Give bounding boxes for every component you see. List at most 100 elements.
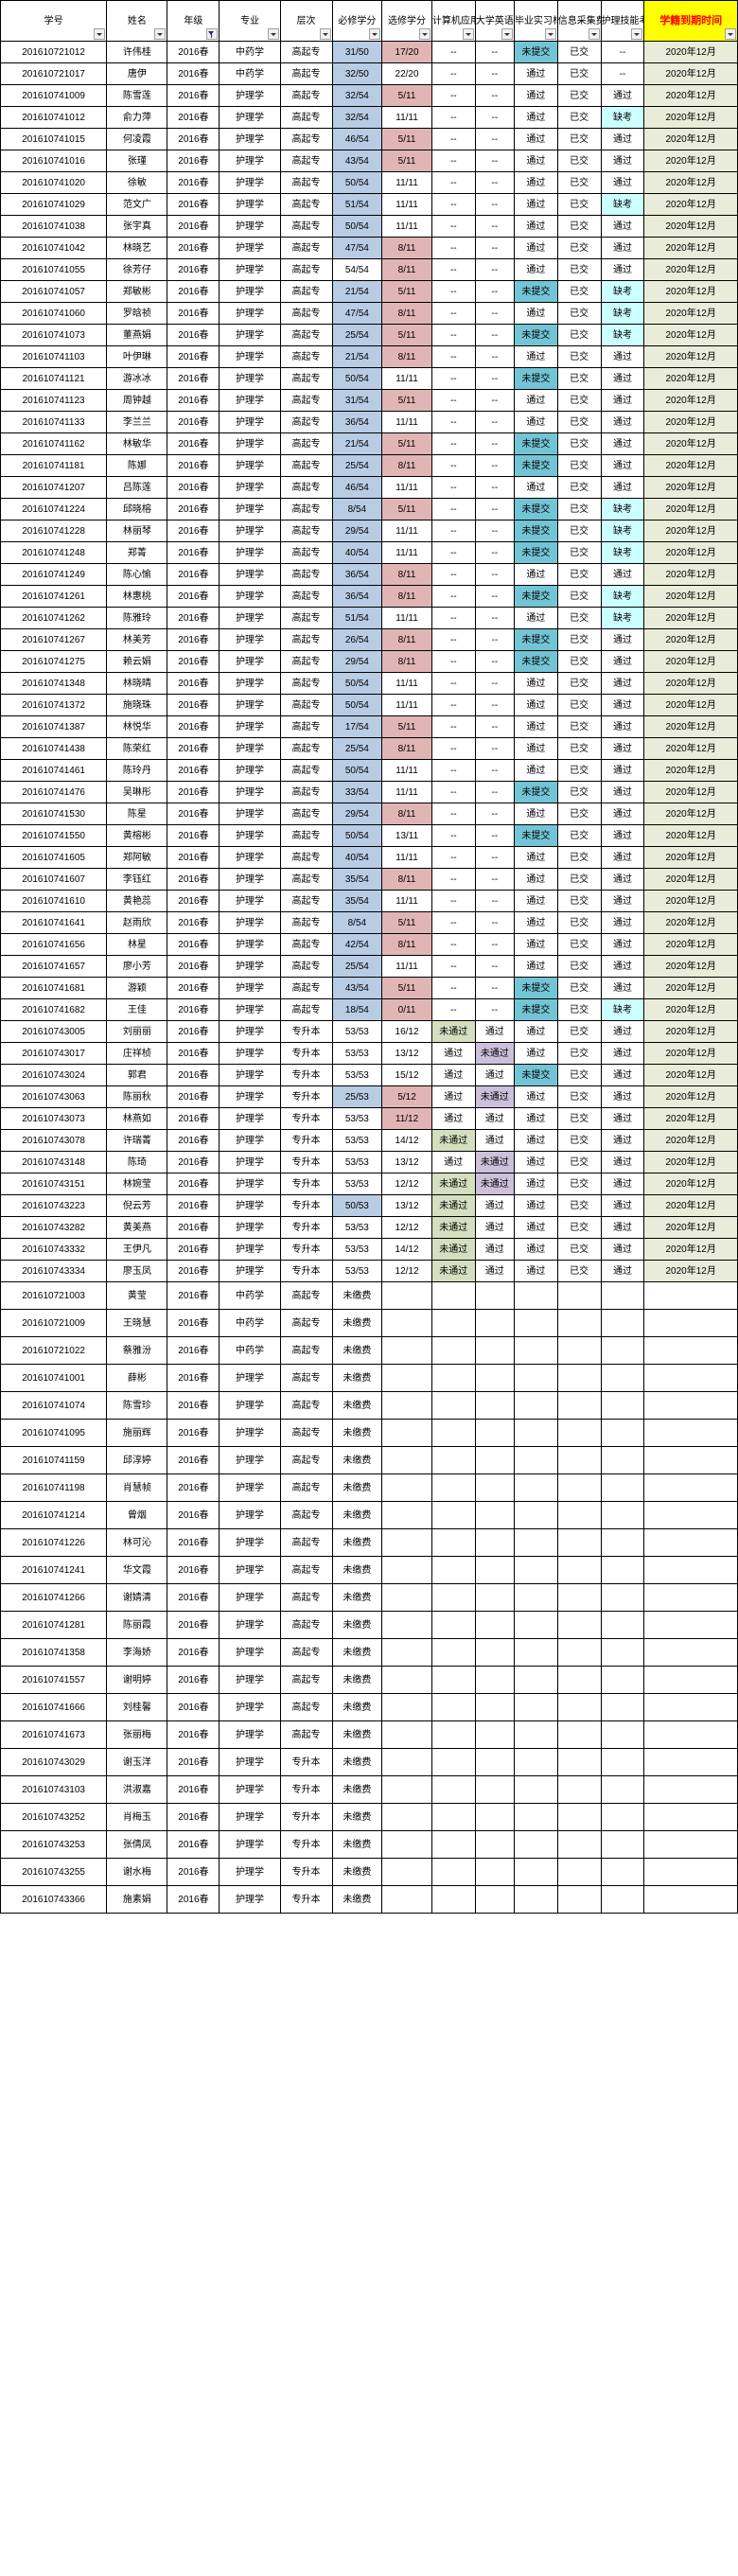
cell-major[interactable]: 护理学 [219,803,281,825]
cell-empty[interactable] [513,1583,558,1612]
cell-sid[interactable]: 201610741605 [0,846,108,869]
cell-expiry[interactable]: 2020年12月 [643,1085,738,1108]
cell-infofee[interactable]: 已交 [556,171,602,194]
cell-grade[interactable]: 2016春 [167,1194,220,1217]
cell-empty[interactable] [381,1556,432,1584]
cell-major[interactable]: 护理学 [219,1583,281,1612]
cell-infofee[interactable]: 已交 [556,628,602,651]
cell-expiry[interactable]: 2020年12月 [643,955,738,978]
cell-empty[interactable] [381,1309,432,1337]
cell-grade[interactable]: 2016春 [167,1583,220,1612]
cell-empty[interactable] [513,1830,558,1859]
cell-empty[interactable] [430,1391,476,1420]
cell-infofee[interactable]: 已交 [556,280,602,303]
table-row[interactable]: 201610741248 郑菁 2016春 护理学 高起专 40/54 11/11 -- -- 未… [0,541,738,564]
cell-level[interactable]: 高起专 [279,367,333,390]
cell-empty[interactable] [474,1281,515,1310]
cell-intern[interactable]: 未提交 [513,824,558,847]
cell-expiry[interactable]: 2020年12月 [643,890,738,912]
cell-required[interactable]: 36/54 [331,411,383,433]
cell-skill[interactable]: 通过 [600,1173,645,1195]
table-row[interactable]: 201610743282 黄美燕 2016春 护理学 专升本 53/53 12/12 未通过通… [0,1216,738,1239]
cell-grade[interactable]: 2016春 [167,1693,220,1721]
table-row-unpaid[interactable]: 201610741557 谢明婷 2016春 护理学 高起专 未缴费 [0,1666,738,1694]
cell-empty[interactable] [556,1583,602,1612]
table-row-unpaid[interactable]: 201610721009 王晓慧 2016春 中药学 高起专 未缴费 [0,1309,738,1337]
table-row[interactable]: 201610743024 郭君 2016春 护理学 专升本 53/53 15/12 通过 通过未… [0,1064,738,1086]
cell-english[interactable]: -- [474,650,515,673]
cell-computer[interactable]: -- [430,62,476,85]
cell-skill[interactable]: 通过 [600,237,645,259]
cell-infofee[interactable]: 已交 [556,650,602,673]
cell-level[interactable]: 专升本 [279,1260,333,1282]
cell-level[interactable]: 高起专 [279,345,333,368]
cell-computer[interactable]: -- [430,868,476,891]
cell-computer[interactable]: -- [430,454,476,477]
cell-intern[interactable]: 未提交 [513,324,558,346]
cell-name[interactable]: 邱淳婷 [106,1446,168,1474]
cell-required[interactable]: 31/54 [331,389,383,412]
cell-elective[interactable]: 13/12 [381,1042,432,1065]
cell-sid[interactable]: 201610741610 [0,890,108,912]
cell-english[interactable]: 通过 [474,1064,515,1086]
cell-grade[interactable]: 2016春 [167,694,220,716]
cell-empty[interactable] [643,1858,738,1886]
cell-computer[interactable]: -- [430,345,476,368]
cell-level[interactable]: 高起专 [279,476,333,499]
cell-required[interactable]: 54/54 [331,258,383,281]
cell-english[interactable]: -- [474,215,515,238]
cell-grade[interactable]: 2016春 [167,237,220,259]
cell-intern[interactable]: 通过 [513,150,558,172]
cell-computer[interactable]: -- [430,998,476,1021]
cell-expiry[interactable]: 2020年12月 [643,715,738,738]
cell-empty[interactable] [430,1419,476,1447]
cell-intern[interactable]: 通过 [513,933,558,956]
table-row-unpaid[interactable]: 201610741281 陈丽霞 2016春 护理学 高起专 未缴费 [0,1611,738,1639]
table-row[interactable]: 201610741476 吴琳彤 2016春 护理学 高起专 33/54 11/11 -- --… [0,781,738,803]
cell-empty[interactable] [600,1446,645,1474]
cell-empty[interactable] [643,1556,738,1584]
cell-empty[interactable] [430,1446,476,1474]
cell-sid[interactable]: 201610743103 [0,1775,108,1804]
cell-empty[interactable] [430,1720,476,1749]
cell-major[interactable]: 护理学 [219,911,281,934]
cell-elective[interactable]: 5/11 [381,324,432,346]
cell-level[interactable]: 高起专 [279,868,333,891]
cell-sid[interactable]: 201610743029 [0,1748,108,1776]
cell-status[interactable]: 未缴费 [331,1693,383,1721]
cell-name[interactable]: 郑菁 [106,541,168,564]
cell-english[interactable]: 通过 [474,1216,515,1239]
cell-elective[interactable]: 11/11 [381,955,432,978]
cell-sid[interactable]: 201610741281 [0,1611,108,1639]
cell-name[interactable]: 郭君 [106,1064,168,1086]
cell-intern[interactable]: 未提交 [513,977,558,999]
cell-required[interactable]: 31/50 [331,41,383,63]
cell-level[interactable]: 高起专 [279,193,333,216]
cell-intern[interactable]: 未提交 [513,498,558,520]
cell-computer[interactable]: -- [430,280,476,303]
table-row-unpaid[interactable]: 201610741095 施丽辉 2016春 护理学 高起专 未缴费 [0,1419,738,1447]
filter-dropdown-expiry-icon[interactable] [725,28,736,40]
cell-computer[interactable]: -- [430,563,476,586]
cell-required[interactable]: 29/54 [331,803,383,825]
cell-empty[interactable] [474,1803,515,1831]
cell-intern[interactable]: 通过 [513,868,558,891]
table-row[interactable]: 201610743332 王伊凡 2016春 护理学 专升本 53/53 14/12 未通过通… [0,1238,738,1261]
cell-level[interactable]: 高起专 [279,498,333,520]
cell-level[interactable]: 高起专 [279,150,333,172]
cell-name[interactable]: 唐伊 [106,62,168,85]
cell-skill[interactable]: 通过 [600,715,645,738]
cell-level[interactable]: 高起专 [279,672,333,695]
cell-intern[interactable]: 通过 [513,62,558,85]
cell-required[interactable]: 21/54 [331,432,383,455]
cell-level[interactable]: 高起专 [279,1419,333,1447]
cell-computer[interactable]: 通过 [430,1064,476,1086]
cell-intern[interactable]: 通过 [513,715,558,738]
cell-computer[interactable]: -- [430,302,476,325]
cell-major[interactable]: 护理学 [219,237,281,259]
cell-skill[interactable]: 通过 [600,650,645,673]
cell-status[interactable]: 未缴费 [331,1446,383,1474]
cell-sid[interactable]: 201610743017 [0,1042,108,1065]
cell-empty[interactable] [430,1666,476,1694]
cell-sid[interactable]: 201610743078 [0,1129,108,1152]
